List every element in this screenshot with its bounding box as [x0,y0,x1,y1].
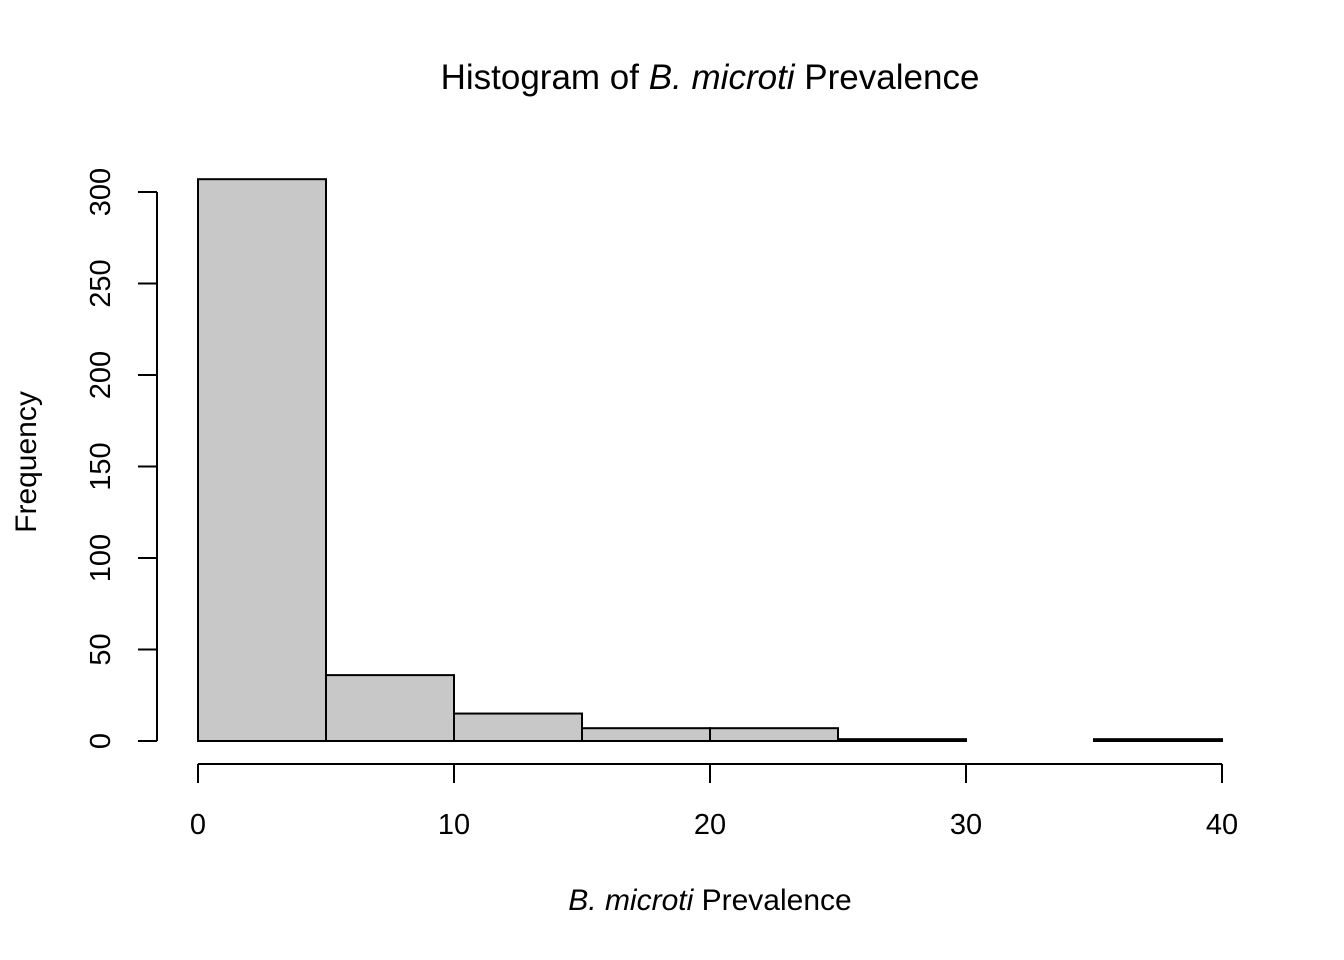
x-tick-label: 40 [1206,809,1238,841]
y-tick-label: 100 [85,534,117,582]
histogram-bar [453,712,583,742]
y-tick-label: 300 [85,168,117,216]
chart-title-suffix: Prevalence [795,58,980,97]
x-axis-title-italic: B. microti [568,884,694,917]
x-axis-title: B. microti Prevalence [568,884,851,917]
histogram-bar [837,738,967,742]
y-tick-label: 150 [85,442,117,490]
y-tick-label: 250 [85,259,117,307]
histogram-bar [709,727,839,743]
chart-title-prefix: Histogram of [441,58,649,97]
histogram-bar [1093,738,1223,742]
histogram-bar [325,674,455,742]
y-tick-label: 50 [85,633,117,665]
x-axis-title-suffix: Prevalence [693,884,851,917]
x-tick-label: 20 [694,809,726,841]
x-axis-ticks: 0 10 20 30 40 [190,764,1238,841]
chart-title: Histogram of B. microti Prevalence [441,58,980,97]
x-tick-label: 10 [438,809,470,841]
chart-title-italic: B. microti [649,58,796,97]
histogram-bar [581,727,711,743]
y-axis-ticks: 0 50 100 150 200 250 300 [85,168,157,749]
y-axis-title: Frequency [10,391,43,533]
y-tick-label: 0 [85,733,117,749]
x-tick-label: 0 [190,809,206,841]
histogram-bar [197,178,327,742]
x-tick-label: 30 [950,809,982,841]
bars-group [197,178,1223,743]
y-tick-label: 200 [85,351,117,399]
